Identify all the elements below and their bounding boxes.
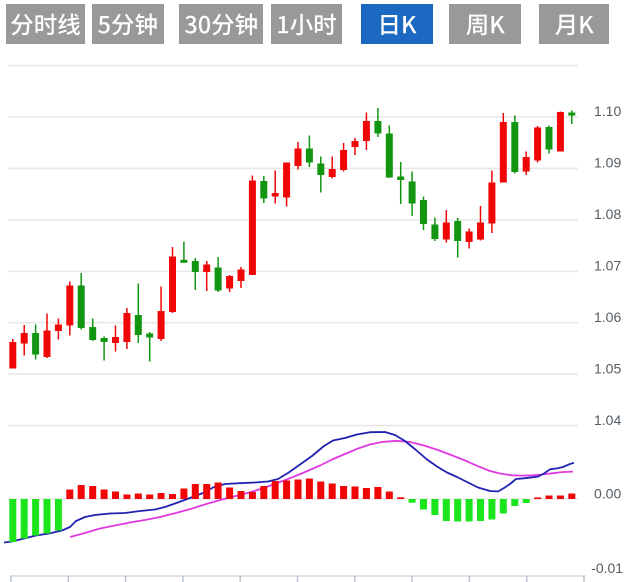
svg-text:1.09: 1.09	[594, 155, 621, 171]
svg-text:1.08: 1.08	[594, 206, 621, 222]
svg-text:0.00: 0.00	[594, 486, 621, 502]
svg-text:-0.01: -0.01	[591, 560, 623, 576]
svg-text:1.07: 1.07	[594, 258, 621, 274]
svg-text:1.06: 1.06	[594, 309, 621, 325]
svg-text:1.10: 1.10	[594, 103, 621, 119]
svg-text:1.05: 1.05	[594, 360, 621, 376]
svg-text:1.04: 1.04	[594, 412, 621, 428]
